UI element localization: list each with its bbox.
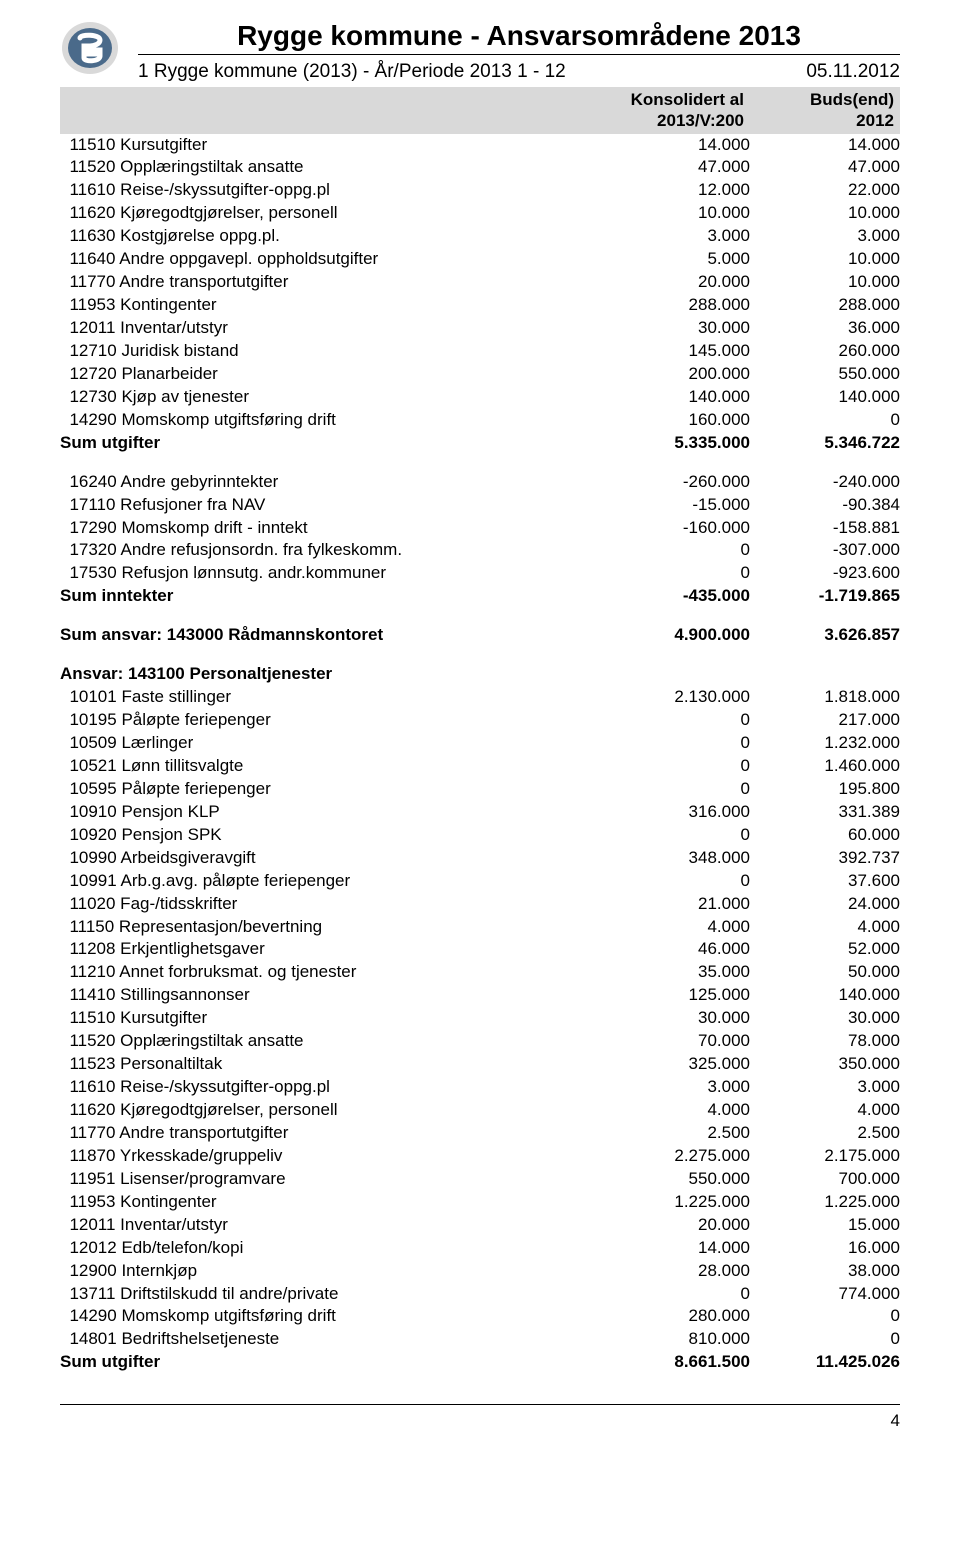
table-row: 11640 Andre oppgavepl. oppholdsutgifter5… bbox=[60, 248, 900, 271]
header: Rygge kommune - Ansvarsområdene 2013 1 R… bbox=[60, 20, 900, 83]
table-row: 12710 Juridisk bistand145.000260.000 bbox=[60, 340, 900, 363]
sum-ansvar: Sum ansvar: 143000 Rådmannskontoret 4.90… bbox=[60, 624, 900, 647]
col2-header: Buds(end) 2012 bbox=[750, 87, 900, 134]
table-row: 17320 Andre refusjonsordn. fra fylkeskom… bbox=[60, 539, 900, 562]
table-row: 12012 Edb/telefon/kopi14.00016.000 bbox=[60, 1237, 900, 1260]
table-row: 13711 Driftstilskudd til andre/private07… bbox=[60, 1283, 900, 1306]
table-row: 17110 Refusjoner fra NAV-15.000-90.384 bbox=[60, 494, 900, 517]
table-row: 17290 Momskomp drift - inntekt-160.000-1… bbox=[60, 517, 900, 540]
table-row: 14290 Momskomp utgiftsføring drift160.00… bbox=[60, 409, 900, 432]
logo bbox=[60, 20, 120, 76]
ansvar-heading: Ansvar: 143100 Personaltjenester bbox=[60, 663, 900, 686]
table-row: 11523 Personaltiltak325.000350.000 bbox=[60, 1053, 900, 1076]
table-row: 14290 Momskomp utgiftsføring drift280.00… bbox=[60, 1305, 900, 1328]
table-row: 11610 Reise-/skyssutgifter-oppg.pl3.0003… bbox=[60, 1076, 900, 1099]
table-row: 11870 Yrkesskade/gruppeliv2.275.0002.175… bbox=[60, 1145, 900, 1168]
table-row: 12011 Inventar/utstyr20.00015.000 bbox=[60, 1214, 900, 1237]
table-row: 11520 Opplæringstiltak ansatte70.00078.0… bbox=[60, 1030, 900, 1053]
table-row: 14801 Bedriftshelsetjeneste810.0000 bbox=[60, 1328, 900, 1351]
table-row: 11951 Lisenser/programvare550.000700.000 bbox=[60, 1168, 900, 1191]
expense-block-3: 10101 Faste stillinger2.130.0001.818.000… bbox=[60, 686, 900, 1351]
table-row: 11620 Kjøregodtgjørelser, personell4.000… bbox=[60, 1099, 900, 1122]
table-row: 16240 Andre gebyrinntekter-260.000-240.0… bbox=[60, 471, 900, 494]
table-row: 11020 Fag-/tidsskrifter21.00024.000 bbox=[60, 893, 900, 916]
table-row: 10101 Faste stillinger2.130.0001.818.000 bbox=[60, 686, 900, 709]
expense-block-1: 11510 Kursutgifter14.00014.000 11520 Opp… bbox=[60, 134, 900, 432]
table-row: 10195 Påløpte feriepenger0217.000 bbox=[60, 709, 900, 732]
subtitle-left: 1 Rygge kommune (2013) - År/Periode 2013… bbox=[138, 61, 566, 83]
table-row: 10521 Lønn tillitsvalgte01.460.000 bbox=[60, 755, 900, 778]
sum-utgifter-1: Sum utgifter 5.335.000 5.346.722 bbox=[60, 432, 900, 455]
table-row: 11410 Stillingsannonser125.000140.000 bbox=[60, 984, 900, 1007]
sum-utgifter-3: Sum utgifter 8.661.500 11.425.026 bbox=[60, 1351, 900, 1374]
title-block: Rygge kommune - Ansvarsområdene 2013 1 R… bbox=[138, 20, 900, 83]
column-headers: Konsolidert al 2013/V:200 Buds(end) 2012 bbox=[60, 87, 900, 134]
table-row: 12730 Kjøp av tjenester140.000140.000 bbox=[60, 386, 900, 409]
col1-header: Konsolidert al 2013/V:200 bbox=[600, 87, 750, 134]
table-row: 10509 Lærlinger01.232.000 bbox=[60, 732, 900, 755]
table-row: 10910 Pensjon KLP316.000331.389 bbox=[60, 801, 900, 824]
subtitle-row: 1 Rygge kommune (2013) - År/Periode 2013… bbox=[138, 61, 900, 83]
table-row: 11150 Representasjon/bevertning4.0004.00… bbox=[60, 916, 900, 939]
table-row: 12720 Planarbeider200.000550.000 bbox=[60, 363, 900, 386]
table-row: 12011 Inventar/utstyr30.00036.000 bbox=[60, 317, 900, 340]
table-row: 11520 Opplæringstiltak ansatte47.00047.0… bbox=[60, 156, 900, 179]
table-row: 11510 Kursutgifter14.00014.000 bbox=[60, 134, 900, 157]
table-row: 11210 Annet forbruksmat. og tjenester35.… bbox=[60, 961, 900, 984]
table-row: 11620 Kjøregodtgjørelser, personell10.00… bbox=[60, 202, 900, 225]
table-row: 11630 Kostgjørelse oppg.pl.3.0003.000 bbox=[60, 225, 900, 248]
table-row: 11610 Reise-/skyssutgifter-oppg.pl12.000… bbox=[60, 179, 900, 202]
page-number: 4 bbox=[60, 1404, 900, 1431]
table-row: 10991 Arb.g.avg. påløpte feriepenger037.… bbox=[60, 870, 900, 893]
table-row: 10595 Påløpte feriepenger0195.800 bbox=[60, 778, 900, 801]
table-row: 11953 Kontingenter1.225.0001.225.000 bbox=[60, 1191, 900, 1214]
table-row: 11770 Andre transportutgifter20.00010.00… bbox=[60, 271, 900, 294]
table-row: 11953 Kontingenter288.000288.000 bbox=[60, 294, 900, 317]
subtitle-right: 05.11.2012 bbox=[806, 61, 900, 83]
table-row: 11770 Andre transportutgifter2.5002.500 bbox=[60, 1122, 900, 1145]
table-row: 10990 Arbeidsgiveravgift348.000392.737 bbox=[60, 847, 900, 870]
page-title: Rygge kommune - Ansvarsområdene 2013 bbox=[138, 20, 900, 52]
table-row: 17530 Refusjon lønnsutg. andr.kommuner0-… bbox=[60, 562, 900, 585]
table-row: 12900 Internkjøp28.00038.000 bbox=[60, 1260, 900, 1283]
table-row: 10920 Pensjon SPK060.000 bbox=[60, 824, 900, 847]
income-block: 16240 Andre gebyrinntekter-260.000-240.0… bbox=[60, 471, 900, 586]
sum-inntekter: Sum inntekter -435.000 -1.719.865 bbox=[60, 585, 900, 608]
table-row: 11510 Kursutgifter30.00030.000 bbox=[60, 1007, 900, 1030]
table-row: 11208 Erkjentlighetsgaver46.00052.000 bbox=[60, 938, 900, 961]
